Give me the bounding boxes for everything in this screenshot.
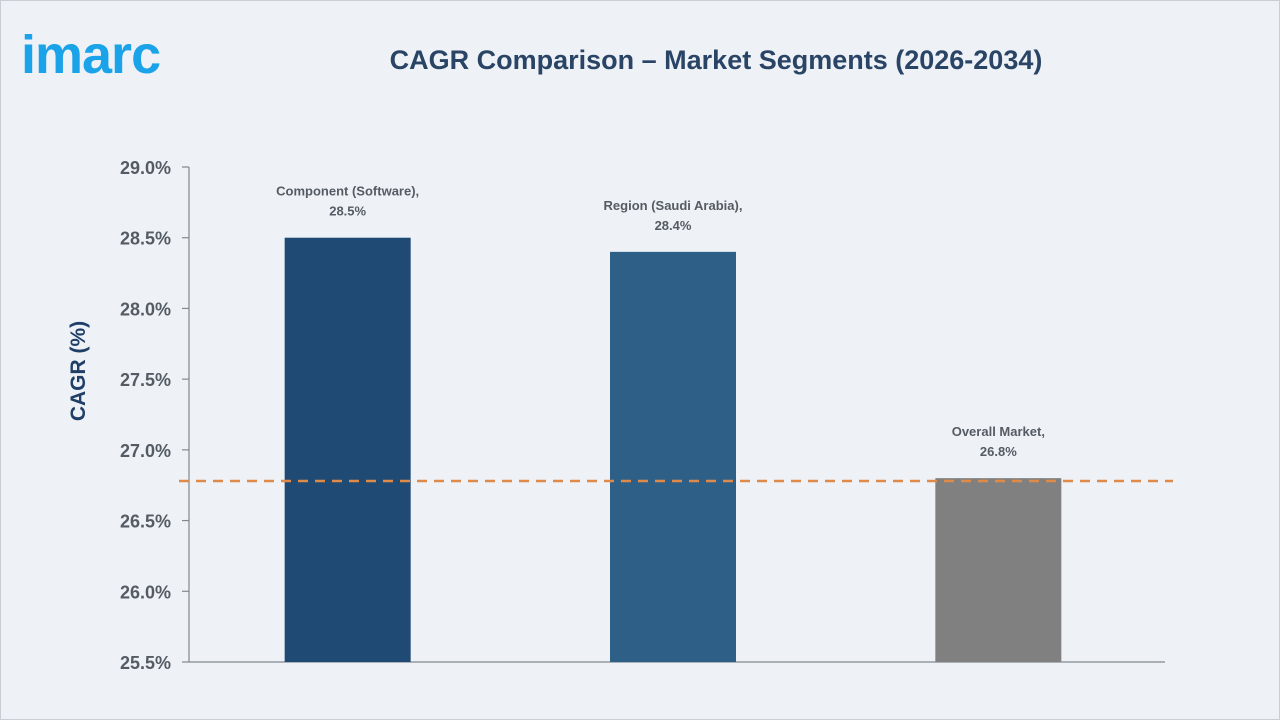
y-tick-label: 26.0%: [120, 582, 171, 602]
y-tick-label: 25.5%: [120, 653, 171, 673]
y-tick-label: 28.0%: [120, 299, 171, 319]
data-label: Overall Market,: [952, 424, 1045, 439]
y-tick-label: 27.5%: [120, 370, 171, 390]
data-label: 28.5%: [329, 204, 366, 219]
data-label: 28.4%: [655, 218, 692, 233]
data-label: Component (Software),: [276, 184, 419, 199]
y-tick-label: 29.0%: [120, 158, 171, 178]
bar: [610, 251, 736, 662]
data-label: Region (Saudi Arabia),: [604, 198, 743, 213]
imarc-logo: imarc: [21, 25, 161, 85]
logo-text: imarc: [21, 25, 160, 85]
y-tick-label: 26.5%: [120, 512, 171, 532]
data-label: 26.8%: [980, 444, 1017, 459]
y-tick-label: 28.5%: [120, 229, 171, 249]
chart-title: CAGR Comparison – Market Segments (2026-…: [389, 45, 1043, 75]
y-tick-label: 27.0%: [120, 441, 171, 461]
bar: [284, 237, 411, 662]
bar: [935, 478, 1062, 662]
